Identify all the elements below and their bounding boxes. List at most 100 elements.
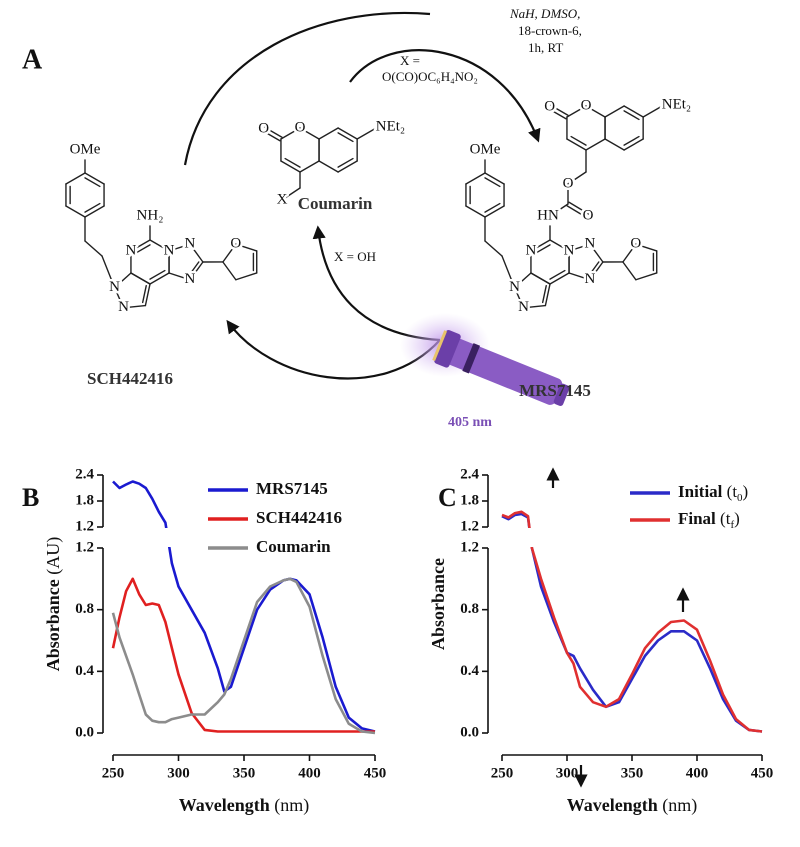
bond bbox=[549, 272, 570, 285]
bond bbox=[549, 239, 570, 252]
y-tick-label: 0.0 bbox=[460, 724, 479, 740]
bond bbox=[549, 269, 566, 280]
bond bbox=[189, 261, 204, 281]
x-tick-label: 450 bbox=[751, 765, 774, 781]
bond bbox=[566, 138, 587, 151]
series-line bbox=[111, 577, 376, 735]
bond bbox=[84, 202, 101, 213]
bond bbox=[280, 160, 301, 173]
bond bbox=[299, 127, 320, 140]
y-tick-label: 1.2 bbox=[460, 518, 479, 534]
bond bbox=[84, 240, 103, 257]
atom-label: N bbox=[585, 271, 596, 287]
atom-label: O bbox=[230, 236, 241, 252]
bond bbox=[168, 272, 191, 281]
bond bbox=[534, 244, 551, 255]
bond bbox=[122, 304, 147, 309]
atom-label: O bbox=[544, 98, 555, 114]
bond bbox=[284, 187, 301, 199]
x-tick-label: 300 bbox=[556, 765, 579, 781]
bond bbox=[549, 104, 569, 116]
y-tick-label: 1.2 bbox=[75, 518, 94, 534]
bond bbox=[589, 243, 604, 263]
condition: 18-crown-6, bbox=[518, 23, 582, 38]
bond bbox=[484, 205, 505, 218]
x-axis-label: Wavelength (nm) bbox=[179, 795, 310, 816]
bond bbox=[544, 283, 551, 307]
bond bbox=[130, 239, 151, 252]
y-tick-label: 0.8 bbox=[75, 601, 94, 617]
bond bbox=[568, 201, 590, 215]
atom-label: N bbox=[526, 242, 537, 258]
atom-label: N bbox=[185, 236, 196, 252]
atom-label: O bbox=[295, 119, 306, 135]
bond bbox=[465, 205, 486, 218]
leaving-group: O(CO)OC₆H₄NO₂ bbox=[382, 69, 478, 84]
bond bbox=[149, 239, 170, 252]
y-tick-label: 1.2 bbox=[460, 539, 479, 555]
bond bbox=[585, 105, 606, 118]
atom-label: O bbox=[581, 97, 592, 113]
bond bbox=[113, 272, 132, 289]
bond bbox=[65, 205, 86, 218]
atom-label: O bbox=[258, 120, 269, 136]
legend-label: Initial (t0) bbox=[678, 482, 748, 504]
bond bbox=[141, 284, 147, 304]
legend-label: Final (tf) bbox=[678, 509, 740, 531]
release-label: X = OH bbox=[334, 249, 376, 264]
bond bbox=[501, 255, 516, 289]
bond bbox=[604, 105, 625, 118]
flashlight bbox=[432, 329, 570, 407]
x-tick-label: 350 bbox=[621, 765, 644, 781]
x-tick-label: 250 bbox=[491, 765, 514, 781]
bond bbox=[84, 177, 101, 188]
bond bbox=[623, 135, 640, 146]
molecule-name: MRS7145 bbox=[519, 381, 591, 400]
change-arrows bbox=[546, 467, 690, 788]
bond bbox=[484, 202, 501, 213]
x-tick-label: 350 bbox=[233, 765, 256, 781]
bond bbox=[588, 261, 600, 277]
reaction-arc bbox=[183, 11, 431, 166]
bond bbox=[261, 130, 281, 142]
bond bbox=[130, 272, 151, 285]
bond bbox=[623, 105, 644, 118]
atom-label: OMe bbox=[470, 141, 501, 157]
bond bbox=[622, 243, 637, 263]
panel-label: C bbox=[438, 483, 457, 512]
bond bbox=[65, 172, 86, 185]
bond bbox=[113, 287, 125, 309]
atom-label: O bbox=[630, 236, 641, 252]
y-axis-label: Absorbance bbox=[428, 558, 448, 650]
x-tick-label: 400 bbox=[298, 765, 321, 781]
bond bbox=[547, 108, 567, 120]
x-tick-label: 400 bbox=[686, 765, 709, 781]
bond bbox=[168, 243, 191, 252]
panel-label: A bbox=[22, 44, 43, 75]
bond bbox=[513, 272, 532, 289]
bond bbox=[585, 138, 606, 151]
y-tick-label: 0.4 bbox=[75, 663, 94, 679]
atom-label: N bbox=[509, 279, 520, 295]
bond bbox=[356, 128, 376, 140]
bond bbox=[484, 240, 503, 257]
bond bbox=[530, 272, 551, 285]
legend-label: SCH442416 bbox=[256, 508, 342, 527]
atom-label: N bbox=[518, 299, 529, 315]
bond bbox=[189, 243, 204, 263]
bond bbox=[567, 171, 587, 185]
atom-label: NEt₂ bbox=[662, 96, 691, 112]
bond bbox=[541, 284, 547, 304]
leaving-group: X = bbox=[400, 53, 420, 68]
bond bbox=[566, 205, 588, 219]
bond bbox=[642, 106, 662, 118]
bond bbox=[101, 255, 116, 289]
panel-label: B bbox=[22, 483, 39, 512]
bonds bbox=[65, 104, 662, 309]
y-tick-label: 2.4 bbox=[460, 466, 479, 482]
bond bbox=[337, 127, 358, 140]
legend-label: Coumarin bbox=[256, 537, 331, 556]
bond bbox=[566, 105, 587, 118]
